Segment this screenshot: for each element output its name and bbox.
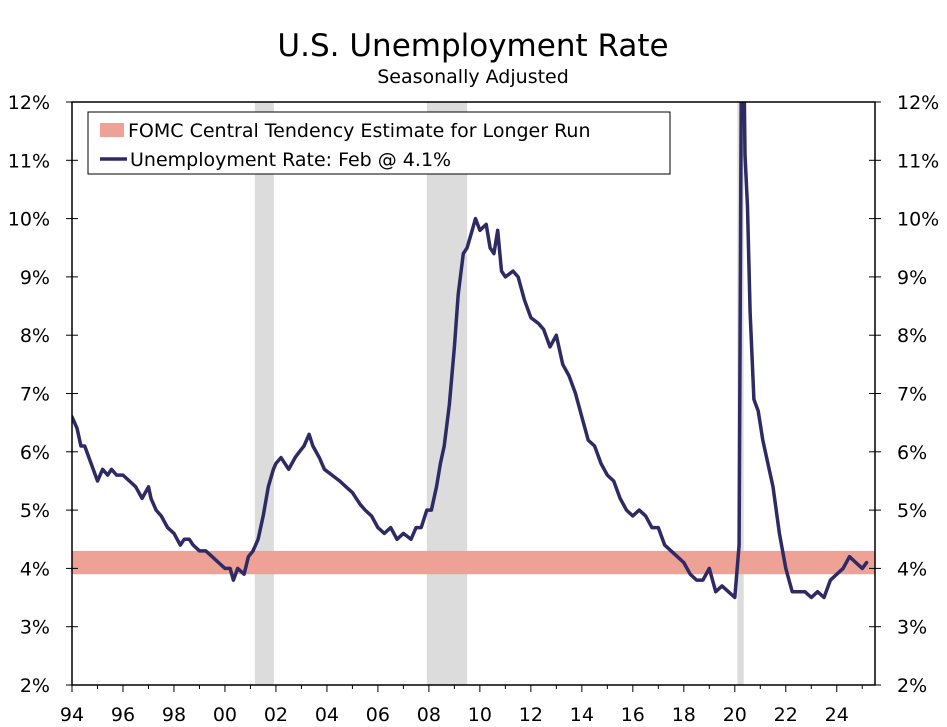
y-tick-label-left-8: 10% — [8, 209, 50, 231]
x-tick-label-7: 08 — [417, 704, 441, 726]
y-tick-label-right-5: 7% — [897, 384, 927, 406]
x-axis: 94 96 98 00 02 04 06 08 10 12 14 16 18 20 22 24 — [60, 685, 863, 726]
legend: FOMC Central Tendency Estimate for Longe… — [87, 111, 671, 175]
x-tick-label-4: 02 — [264, 704, 288, 726]
y-tick-label-right-0: 2% — [897, 675, 927, 697]
y-tick-label-left-6: 8% — [20, 325, 50, 347]
y-tick-label-right-10: 12% — [897, 92, 939, 114]
x-tick-label-12: 18 — [672, 704, 696, 726]
y-tick-label-left-3: 5% — [20, 500, 50, 522]
legend-swatch-band — [100, 123, 124, 137]
legend-label-line: Unemployment Rate: Feb @ 4.1% — [130, 149, 451, 171]
y-tick-label-right-7: 9% — [897, 267, 927, 289]
x-tick-label-13: 20 — [723, 704, 747, 726]
y-tick-label-left-4: 6% — [20, 442, 50, 464]
y-tick-label-left-0: 2% — [20, 675, 50, 697]
y-tick-label-right-1: 3% — [897, 617, 927, 639]
y-tick-label-left-5: 7% — [20, 384, 50, 406]
x-tick-label-9: 12 — [519, 704, 543, 726]
y-tick-label-left-7: 9% — [20, 267, 50, 289]
y-tick-label-right-2: 4% — [897, 558, 927, 580]
fomc-band — [72, 550, 875, 575]
recession-bar-0 — [254, 102, 274, 685]
x-tick-label-14: 22 — [774, 704, 798, 726]
series-lines — [72, 102, 869, 600]
x-tick-label-0: 94 — [60, 704, 84, 726]
chart-title: U.S. Unemployment Rate — [277, 28, 668, 64]
legend-label-band: FOMC Central Tendency Estimate for Longe… — [128, 120, 591, 142]
x-tick-label-5: 04 — [315, 704, 339, 726]
x-tick-label-15: 24 — [825, 704, 849, 726]
x-tick-label-10: 14 — [570, 704, 594, 726]
y-tick-label-right-9: 11% — [897, 150, 939, 172]
recession-bar-1 — [426, 102, 468, 685]
y-tick-label-left-10: 12% — [8, 92, 50, 114]
x-tick-label-6: 06 — [366, 704, 390, 726]
y-tick-label-right-3: 5% — [897, 500, 927, 522]
y-tick-label-right-6: 8% — [897, 325, 927, 347]
y-tick-label-left-1: 3% — [20, 617, 50, 639]
y-tick-label-left-9: 11% — [8, 150, 50, 172]
series-line-0 — [72, 102, 869, 600]
y-axis-right: 2% 3% 4% 5% 6% 7% 8% 9% 10% 11% 12% — [869, 92, 939, 697]
x-tick-label-3: 00 — [213, 704, 237, 726]
x-tick-label-1: 96 — [111, 704, 135, 726]
x-tick-label-8: 10 — [468, 704, 492, 726]
y-tick-label-left-2: 4% — [20, 558, 50, 580]
y-tick-label-right-8: 10% — [897, 209, 939, 231]
fomc-band-rect — [72, 550, 875, 575]
x-tick-label-2: 98 — [162, 704, 186, 726]
chart-subtitle: Seasonally Adjusted — [377, 66, 569, 88]
x-tick-label-11: 16 — [621, 704, 645, 726]
recession-shading — [254, 102, 744, 685]
legend-box — [87, 111, 671, 175]
y-tick-label-right-4: 6% — [897, 442, 927, 464]
y-axis-left: 2% 3% 4% 5% 6% 7% 8% 9% 10% 11% 12% — [8, 92, 78, 697]
